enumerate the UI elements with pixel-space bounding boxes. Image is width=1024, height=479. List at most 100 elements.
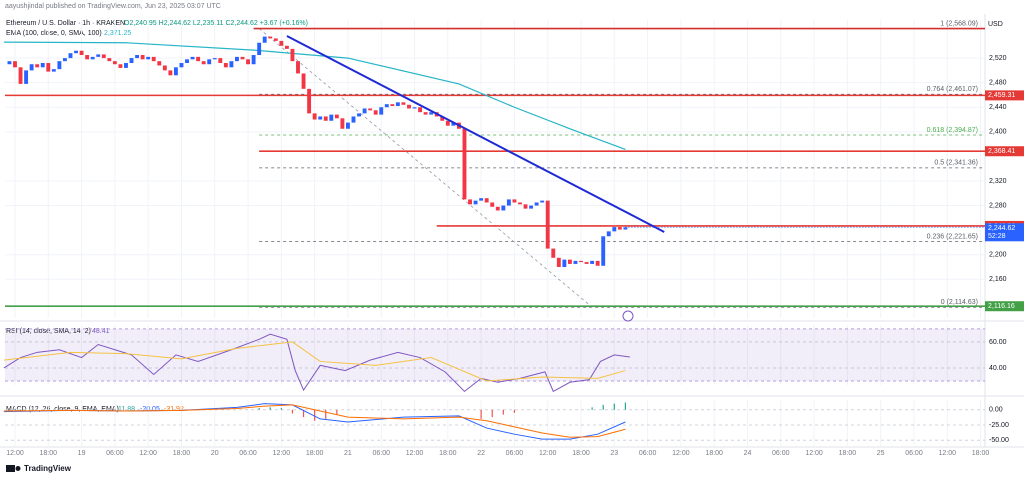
candle [534,202,539,206]
candle [51,69,56,72]
x-tick-label: 18:00 [40,450,58,457]
candle [501,205,506,211]
candle [101,54,106,59]
candle [606,231,611,237]
candle [484,198,489,203]
candle [18,67,23,84]
candle [129,58,134,64]
y-tick-label: 0.00 [989,407,1003,414]
last-price-label: 2,244.62 [988,225,1015,232]
price-tag [985,146,1024,157]
candle [85,55,90,60]
candle [401,102,406,105]
candle [429,112,434,115]
histogram-bar [314,409,316,421]
candle [146,56,151,60]
candle [251,55,256,65]
candle [179,63,184,68]
candle [495,206,500,211]
candle [551,248,556,258]
event-icon [622,310,634,322]
x-tick-label: 18:00 [439,450,457,457]
ema-line [3,41,626,151]
histogram-bar [269,407,271,410]
candle [567,259,572,264]
fib-label: 0.764 (2,461.07) [927,86,978,93]
candle [312,113,317,120]
candle [284,45,289,49]
candle [518,202,522,205]
candle [540,200,545,203]
fib-label: 0.618 (2,394.87) [927,127,978,134]
candle [62,58,67,62]
candle [346,122,350,129]
candle [257,42,262,56]
x-tick-label: 12:00 [539,450,557,457]
x-tick-label: 21 [344,450,352,457]
x-tick-label: 06:00 [372,450,390,457]
countdown: 52:28 [988,233,1006,240]
candle [212,58,217,60]
price-tag [985,301,1024,312]
candle [29,64,34,71]
x-tick-label: 06:00 [772,450,790,457]
candle [24,70,29,84]
candle [323,116,328,121]
y-tick-label: -50.00 [989,437,1009,444]
rsi-value: 48.41 [92,328,110,335]
histogram-bar [480,409,482,419]
y-tick-label: 2,440 [989,104,1007,111]
last-price-tag [985,223,1024,242]
candle [279,40,284,46]
candle [118,64,123,68]
candle [473,200,478,205]
candle [612,227,617,232]
fib-diagonal [258,28,593,308]
candle [290,48,295,62]
x-tick-label: 18:00 [972,450,990,457]
candle [318,116,323,120]
histogram-bar [302,409,305,418]
candle [124,63,128,68]
candle [90,56,95,60]
candle [445,120,450,126]
candle [7,61,12,65]
candle [235,56,239,62]
candle [268,36,273,39]
candle [307,88,312,114]
candle [357,113,361,117]
x-tick-label: 06:00 [506,450,524,457]
rsi-band [5,328,985,381]
x-tick-label: 18:00 [173,450,191,457]
candle [329,114,334,121]
x-tick-label: 24 [744,450,752,457]
candle [190,56,195,60]
candle [423,112,428,115]
candle [351,116,356,123]
x-tick-label: 20 [211,450,219,457]
fib-label: 0.5 (2,341.36) [934,160,978,167]
x-tick-label: 06:00 [639,450,657,457]
candle [13,61,17,68]
histogram-bar [280,407,282,410]
histogram-bar [491,409,493,418]
candle [140,55,145,60]
x-tick-label: 22 [477,450,485,457]
fib-label: 1 (2,568.09) [940,20,978,27]
candle [412,107,417,109]
histogram-bar [258,407,260,410]
footer-brand: TradingView [24,464,72,473]
candle [379,107,384,115]
candle [523,204,528,209]
ema-legend: EMA (100, close, 0, SMA, 100) [6,30,102,37]
candle [440,116,445,121]
candle [451,122,456,126]
x-tick-label: 12:00 [672,450,690,457]
y-tick-label: 2,520 [989,55,1007,62]
candle [390,104,395,107]
candle [218,58,223,64]
x-tick-label: 18:00 [705,450,723,457]
y-tick-label: 40.00 [989,365,1007,372]
candle [107,58,112,62]
